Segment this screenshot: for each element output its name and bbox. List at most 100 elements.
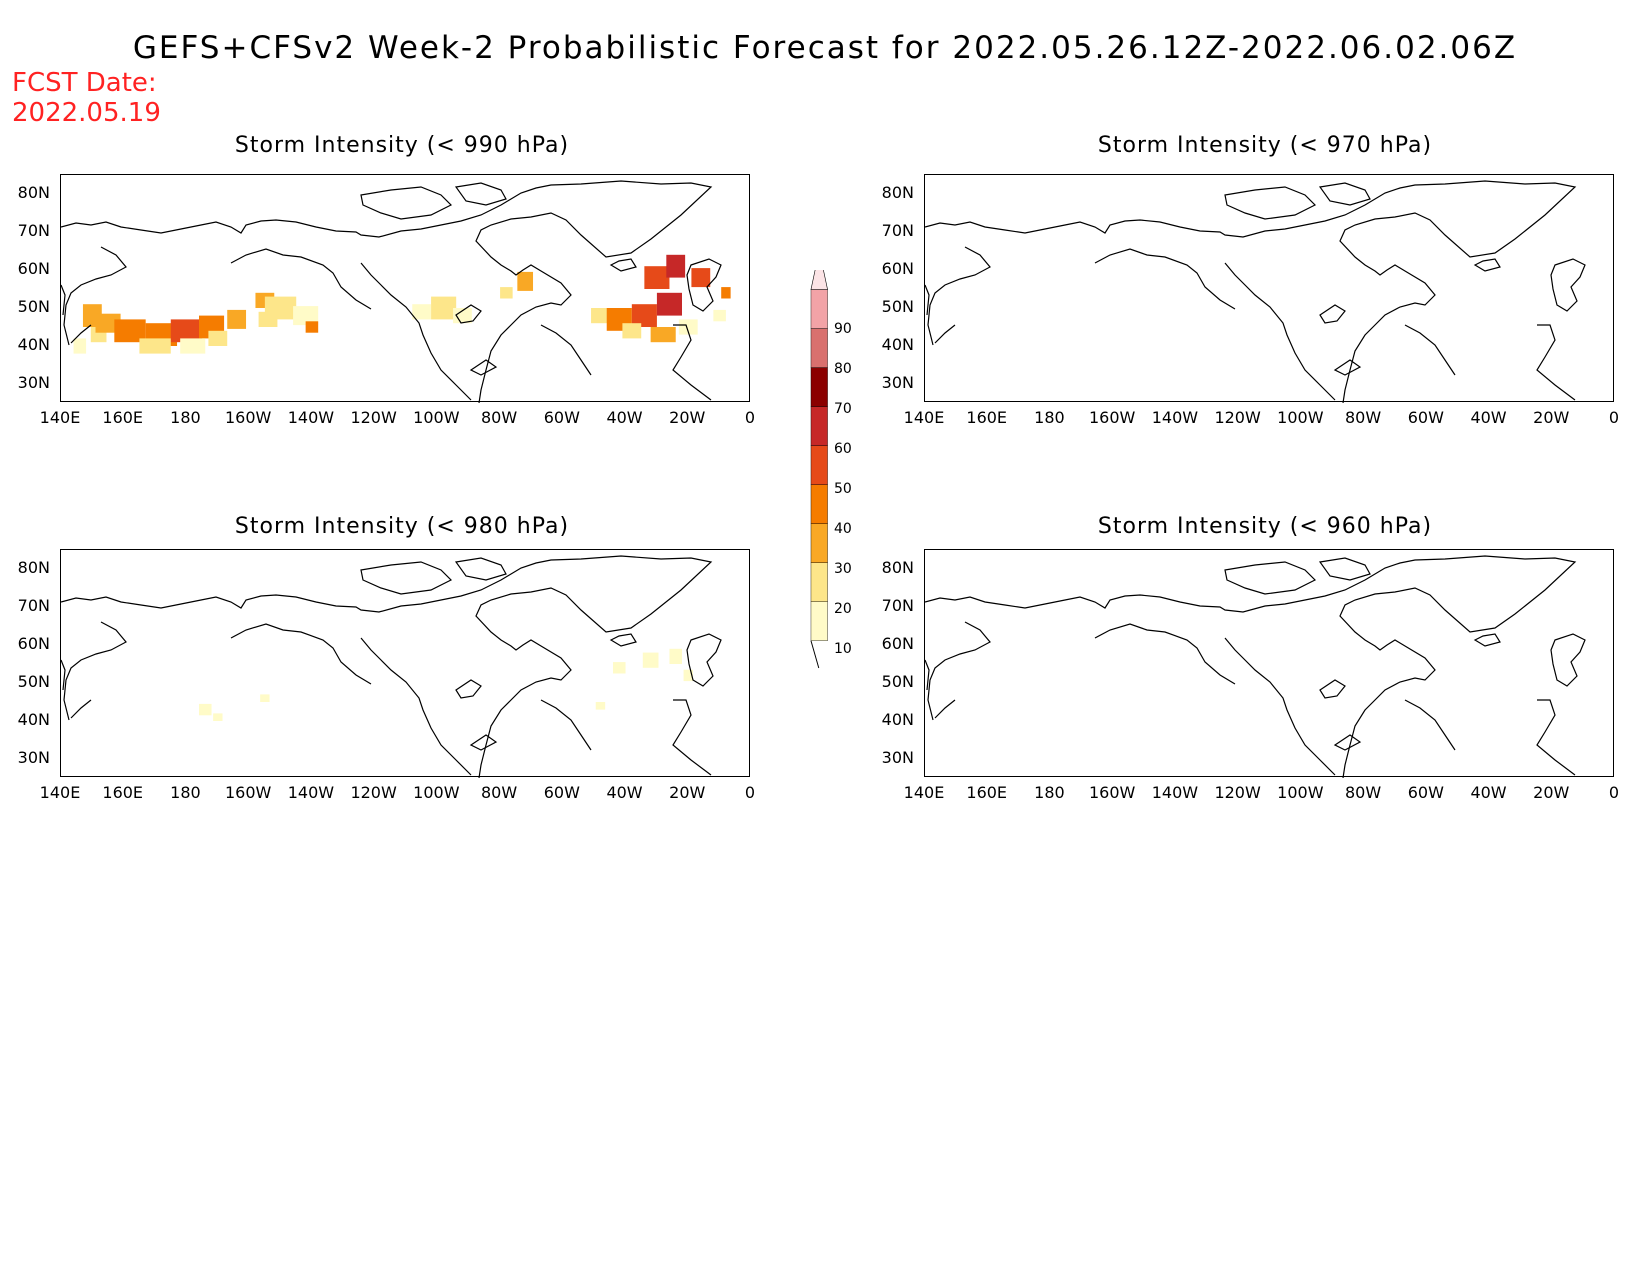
- probability-cell: [180, 338, 206, 354]
- lat-tick-label: 30N: [17, 748, 50, 767]
- lon-tick-label: 80W: [1344, 408, 1382, 427]
- coastline: [360, 186, 453, 220]
- coastline: [1224, 561, 1317, 595]
- lon-tick-label: 40W: [1470, 783, 1507, 802]
- coastline: [672, 324, 712, 401]
- lat-tick-label: 30N: [881, 373, 914, 392]
- coastline: [925, 659, 930, 691]
- lon-tick-label: 0: [1608, 783, 1620, 802]
- probability-cell: [713, 309, 726, 322]
- colorbar-label: 80: [834, 361, 852, 377]
- probability-cell: [208, 330, 228, 346]
- lon-tick-label: 0: [744, 408, 756, 427]
- coastline: [1473, 258, 1501, 272]
- coastline: [609, 258, 637, 272]
- coastline: [454, 182, 507, 206]
- coastline: [1318, 557, 1371, 581]
- forecast-date-value: 2022.05.19: [12, 98, 161, 128]
- probability-cell: [678, 319, 698, 335]
- coastline: [1550, 258, 1586, 312]
- coastline: [540, 699, 592, 751]
- coastline: [1536, 699, 1576, 776]
- probability-cell: [73, 338, 87, 354]
- panel-960-map: [924, 549, 1614, 778]
- coastline: [540, 324, 592, 376]
- colorbar-segment: [810, 270, 828, 290]
- probability-cell: [412, 304, 432, 320]
- coastline: [455, 679, 482, 699]
- colorbar-segment: [810, 484, 828, 524]
- lon-tick-label: 140E: [39, 408, 81, 427]
- probability-cell: [453, 308, 472, 324]
- lat-tick-label: 30N: [17, 373, 50, 392]
- lon-tick-label: 40W: [606, 408, 643, 427]
- lon-tick-label: 100W: [413, 408, 460, 427]
- probability-cell: [650, 327, 676, 343]
- colorbar-label: 70: [834, 401, 852, 417]
- lat-tick-label: 60N: [17, 634, 50, 653]
- map-canvas: [925, 555, 1586, 778]
- probability-cell: [170, 319, 203, 343]
- coastline: [469, 734, 498, 751]
- coastline: [1333, 734, 1362, 751]
- coastline: [934, 324, 956, 344]
- coastline: [925, 284, 930, 316]
- lon-tick-label: 180: [1034, 408, 1065, 427]
- probability-cell: [622, 323, 642, 339]
- lon-tick-label: 100W: [1277, 783, 1324, 802]
- lon-tick-label: 140W: [287, 408, 335, 427]
- colorbar-label: 90: [834, 321, 852, 337]
- lat-tick-label: 70N: [17, 221, 50, 240]
- coastline: [927, 246, 991, 346]
- probability-cell: [213, 713, 223, 721]
- lon-tick-label: 140W: [1151, 783, 1199, 802]
- lon-tick-label: 80W: [480, 783, 518, 802]
- lon-tick-label: 20W: [1533, 408, 1570, 427]
- colorbar-segment: [810, 445, 828, 485]
- coastline: [360, 262, 472, 401]
- coastline: [61, 555, 713, 778]
- lat-tick-label: 70N: [881, 221, 914, 240]
- probability-cell: [683, 669, 693, 682]
- probability-cell: [431, 296, 457, 320]
- coastline: [1333, 359, 1362, 376]
- coastline: [360, 637, 472, 776]
- map-canvas: [61, 555, 722, 778]
- lon-tick-label: 60W: [543, 408, 580, 427]
- panel-980-map: [60, 549, 750, 778]
- coastline: [934, 699, 956, 719]
- lon-tick-label: 140W: [287, 783, 335, 802]
- colorbar-segment: [810, 562, 828, 602]
- probability-cell: [293, 306, 319, 326]
- probability-cell: [595, 702, 606, 710]
- lon-tick-label: 60W: [1407, 408, 1444, 427]
- coastline: [1224, 262, 1336, 401]
- lat-tick-label: 50N: [881, 297, 914, 316]
- lon-tick-label: 20W: [669, 408, 706, 427]
- coastline: [925, 555, 1577, 778]
- coastline: [927, 621, 991, 721]
- lon-tick-label: 100W: [413, 783, 460, 802]
- lon-tick-label: 140E: [39, 783, 81, 802]
- coastline: [1224, 186, 1317, 220]
- lon-tick-label: 160W: [1088, 408, 1136, 427]
- lon-tick-label: 0: [744, 783, 756, 802]
- coastline: [469, 359, 498, 376]
- colorbar-tail: [810, 640, 820, 669]
- lon-tick-label: 140W: [1151, 408, 1199, 427]
- colorbar-segment: [810, 289, 828, 329]
- lon-tick-label: 160E: [966, 408, 1008, 427]
- lon-tick-label: 160E: [966, 783, 1008, 802]
- panel-990-map: [60, 174, 750, 403]
- probability-cell: [517, 271, 534, 291]
- coastline: [360, 561, 453, 595]
- probability-cell: [644, 266, 670, 289]
- lat-tick-label: 70N: [17, 596, 50, 615]
- colorbar-label: 20: [834, 601, 852, 617]
- panel-970-title: Storm Intensity (< 970 hPa): [1097, 133, 1433, 158]
- colorbar-segment: [810, 523, 828, 563]
- probability-cell: [260, 694, 270, 702]
- lon-tick-label: 80W: [480, 408, 518, 427]
- lat-tick-label: 80N: [17, 558, 50, 577]
- lat-tick-label: 40N: [17, 710, 50, 729]
